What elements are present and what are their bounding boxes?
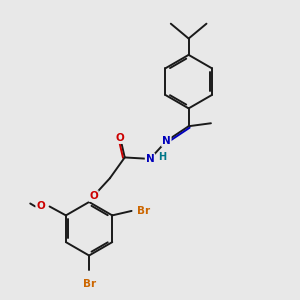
Text: O: O — [36, 202, 45, 212]
Text: O: O — [89, 191, 98, 201]
Text: H: H — [158, 152, 166, 161]
Text: N: N — [162, 136, 171, 146]
Text: O: O — [116, 133, 125, 143]
Text: N: N — [146, 154, 154, 164]
Text: Br: Br — [82, 279, 96, 289]
Text: Br: Br — [137, 206, 151, 216]
